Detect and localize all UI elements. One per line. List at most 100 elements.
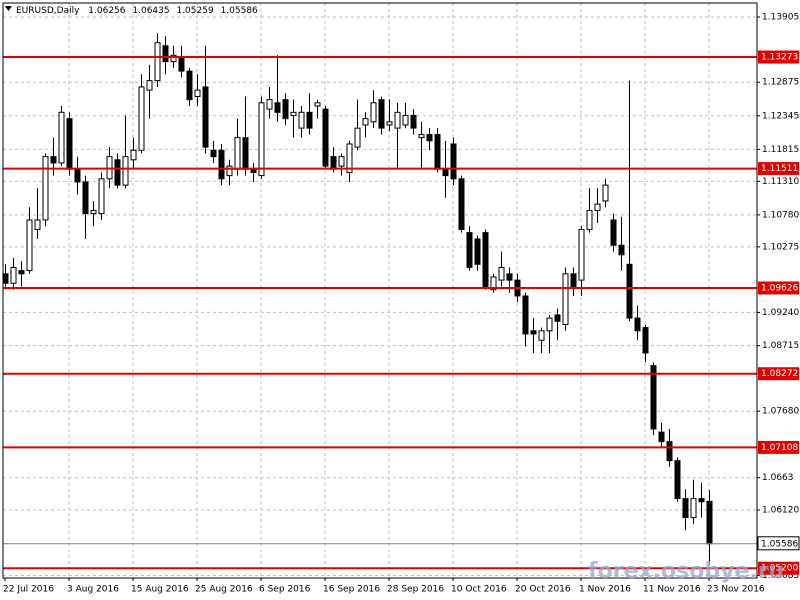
level-label-box [758, 50, 799, 64]
candle-body [370, 102, 377, 123]
candle-body [66, 118, 73, 170]
x-tick-label: 6 Sep 2016 [259, 585, 311, 595]
candle-body [610, 219, 617, 246]
candle-body [562, 273, 569, 325]
candle-body [586, 209, 593, 230]
candle-body [554, 314, 561, 322]
level-label: 1.08272 [761, 369, 798, 379]
ohlc-high: 1.06435 [132, 6, 169, 16]
candle-body [50, 156, 57, 164]
y-tick-label: 1.08715 [762, 341, 799, 351]
y-tick-label: 1.05085 [762, 571, 799, 581]
candle-body [218, 149, 225, 180]
candle-body [322, 108, 329, 167]
ohlc-close: 1.05586 [221, 6, 258, 16]
candle-body [410, 114, 417, 129]
y-tick-label: 1.0663 [762, 473, 794, 483]
level-label: 1.05200 [761, 564, 798, 574]
x-tick-label: 22 Jul 2016 [3, 585, 54, 595]
candle-body [274, 102, 281, 113]
candle-body [498, 266, 505, 281]
candle-body [522, 295, 529, 335]
candle-body [690, 498, 697, 519]
x-tick-label: 16 Sep 2016 [323, 585, 380, 595]
candle-body [98, 178, 105, 215]
candle-body [442, 168, 449, 177]
level-label: 1.13273 [761, 53, 798, 63]
candle-body [242, 137, 249, 170]
candle-body [394, 111, 401, 129]
candle-body [346, 143, 353, 173]
candle-body [570, 273, 577, 287]
candle-body [90, 209, 97, 215]
x-tick-label: 11 Nov 2016 [643, 585, 701, 595]
candle-body [2, 273, 9, 284]
candle-body [194, 89, 201, 97]
y-tick-label: 1.12345 [762, 111, 799, 121]
candle-body [130, 149, 137, 161]
candle-body [578, 228, 585, 281]
candle-body [466, 232, 473, 268]
candle-body [82, 181, 89, 215]
candle-body [354, 127, 361, 148]
candle-body [642, 327, 649, 354]
candle-body [210, 149, 217, 158]
level-label-box [758, 281, 799, 295]
candle-body [138, 86, 145, 151]
symbol-title: EURUSD,Daily [16, 6, 80, 16]
x-tick-label: 25 Aug 2016 [195, 585, 253, 595]
candle-body [146, 80, 153, 91]
y-tick-label: 1.06120 [762, 505, 799, 515]
candle-body [250, 168, 257, 173]
candle-body [666, 441, 673, 462]
candle-body [402, 114, 409, 126]
level-label-box [758, 162, 799, 176]
candle-body [594, 203, 601, 211]
candle-body [706, 500, 713, 545]
y-tick-label: 1.09240 [762, 308, 799, 318]
level-label: 1.09626 [761, 283, 798, 293]
candle-body [506, 273, 513, 281]
candle-body [490, 276, 497, 291]
candle-body [538, 330, 545, 341]
candle-body [290, 111, 297, 116]
level-label-box [758, 561, 799, 575]
candle-body [122, 156, 129, 186]
candle-body [306, 111, 313, 129]
candle-body [34, 219, 41, 230]
candle-body [650, 365, 657, 430]
candle-body [698, 498, 705, 503]
x-tick-label: 28 Sep 2016 [387, 585, 444, 595]
candle-body [682, 498, 689, 519]
candle-body [546, 317, 553, 332]
level-label-box [758, 440, 799, 454]
candle-body [42, 156, 49, 221]
candle-body [602, 184, 609, 202]
level-label: 1.11511 [761, 164, 798, 174]
candle-body [658, 431, 665, 443]
candle-body [282, 99, 289, 120]
candle-body [178, 57, 185, 72]
candle-body [74, 168, 81, 183]
ohlc-open: 1.06256 [88, 6, 125, 16]
symbol-icon [5, 6, 12, 11]
candle-body [58, 111, 65, 164]
candle-body [338, 156, 345, 167]
candle-body [170, 54, 177, 63]
candle-body [258, 102, 265, 177]
candle-body [114, 159, 121, 186]
candle-body [186, 70, 193, 101]
candle-body [482, 232, 489, 287]
candle-body [330, 156, 337, 170]
candle-body [154, 42, 161, 82]
bid-label: 1.05586 [761, 539, 798, 549]
y-tick-label: 1.07680 [762, 407, 799, 417]
ohlc-low: 1.05259 [176, 6, 213, 16]
candle-body [458, 178, 465, 230]
candle-body [234, 137, 241, 170]
candle-body [626, 263, 633, 319]
candle-body [26, 219, 33, 272]
x-tick-label: 1 Nov 2016 [579, 585, 631, 595]
y-tick-label: 1.10275 [762, 242, 799, 252]
